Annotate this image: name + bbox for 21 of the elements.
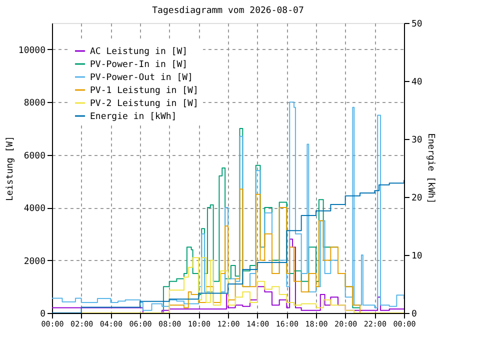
legend-label: PV-Power-In in [W] [90, 60, 188, 70]
y2-tick-label: 0 [412, 310, 417, 320]
y-tick-label: 6000 [24, 151, 46, 162]
y-tick-label: 2000 [24, 256, 46, 267]
y2-axis-title: Energie [kWh] [425, 133, 436, 204]
y-tick-label: 4000 [24, 204, 46, 214]
legend-label: PV-1 Leistung in [W] [90, 86, 198, 96]
chart-title: Tagesdiagramm vom 2026-08-07 [152, 6, 304, 16]
y2-tick-label: 20 [412, 194, 422, 204]
y-tick-label: 8000 [24, 98, 46, 109]
y-axis-title: Leistung [W] [5, 136, 16, 202]
legend-label: Energie in [kWh] [90, 112, 177, 122]
legend-label: PV-Power-Out in [W] [90, 73, 193, 83]
y-tick-label: 0 [40, 310, 46, 320]
y2-tick-label: 10 [412, 252, 422, 262]
y2-tick-label: 30 [412, 136, 422, 146]
y2-tick-label: 40 [412, 78, 422, 88]
y-tick-label: 10000 [18, 46, 46, 56]
legend-label: PV-2 Leistung in [W] [90, 99, 198, 109]
legend-label: AC Leistung in [W] [90, 47, 188, 57]
y2-tick-label: 50 [412, 20, 422, 30]
